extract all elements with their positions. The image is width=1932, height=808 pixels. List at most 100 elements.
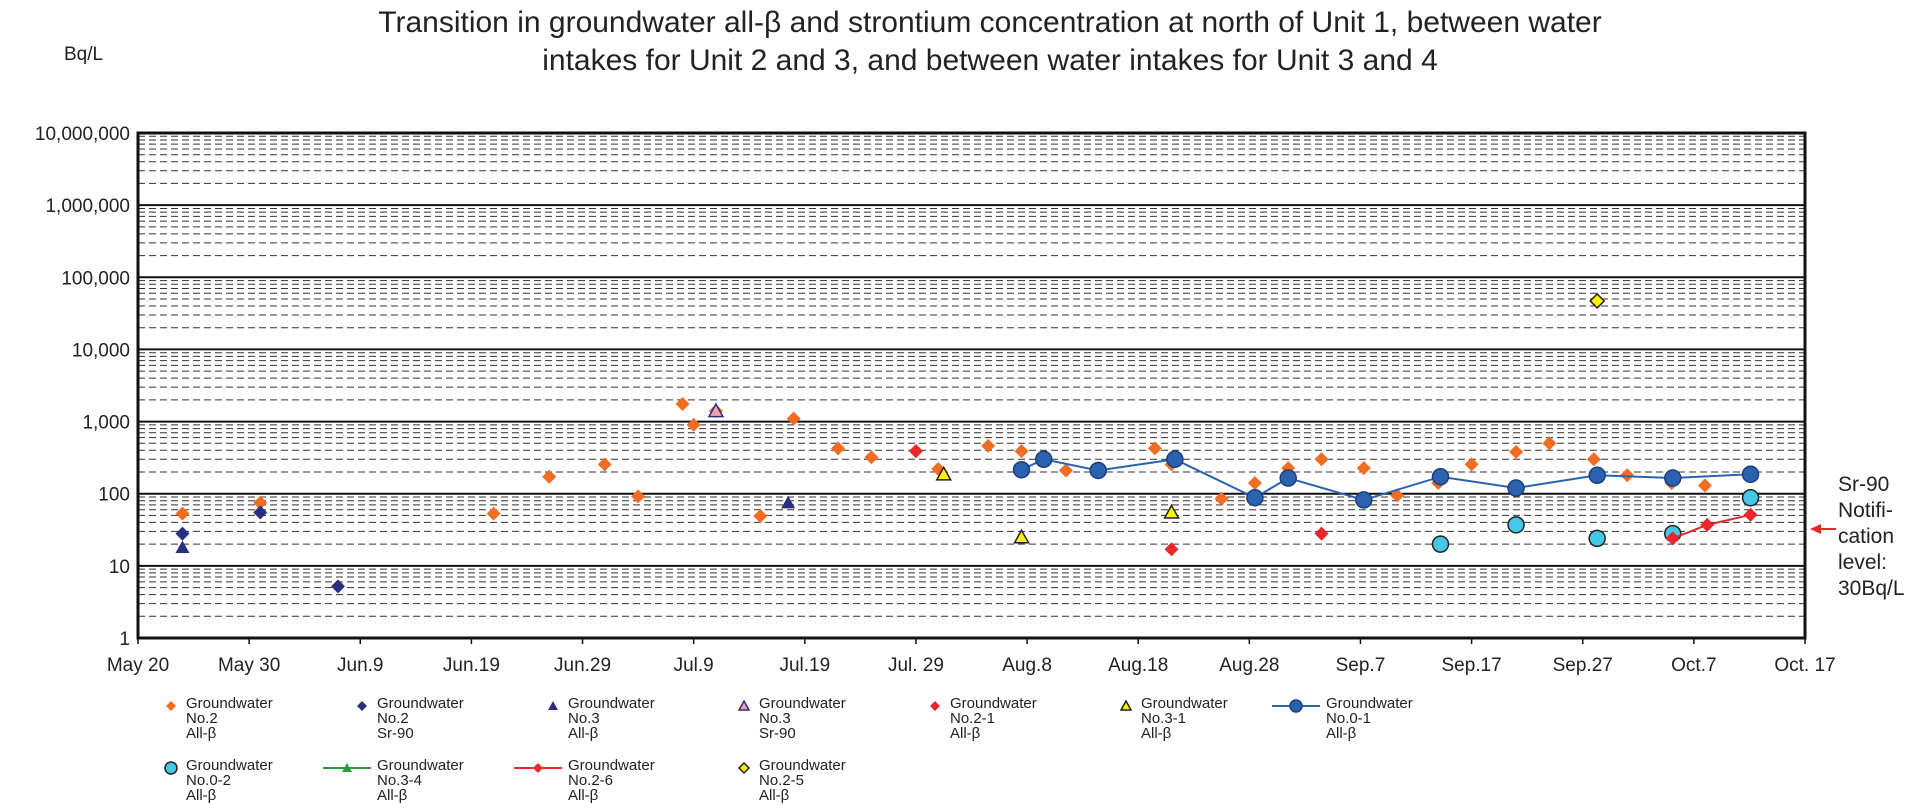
legend-marker	[737, 761, 751, 775]
data-point	[331, 579, 346, 594]
legend-swatch	[737, 761, 751, 775]
y-axis-label: Bq/L	[64, 44, 104, 65]
legend-swatch	[164, 761, 178, 775]
plot-frame	[136, 131, 1807, 640]
data-point	[597, 457, 612, 472]
x-tick-label: Sep.17	[1441, 655, 1501, 676]
legend-marker	[164, 761, 178, 775]
data-point	[175, 526, 190, 541]
data-point	[1014, 444, 1029, 459]
data-point	[1247, 475, 1262, 490]
x-tick-label: Jul. 29	[888, 655, 944, 676]
data-point	[1034, 450, 1053, 469]
legend-label: Groundwater No.2-5 All-β	[759, 758, 846, 803]
x-tick-label: May 30	[218, 655, 280, 676]
data-point	[675, 397, 690, 412]
legend-swatch	[323, 763, 371, 772]
legend-item: Groundwater No.3-4 All-β	[321, 758, 495, 803]
legend-marker	[1289, 699, 1303, 713]
data-point	[1741, 465, 1760, 484]
data-point	[707, 402, 725, 418]
legend-item: Groundwater No.0-1 All-β	[1270, 696, 1444, 741]
data-point	[542, 469, 557, 484]
y-tick-label: 1,000,000	[45, 196, 130, 217]
legend-swatch	[357, 701, 367, 711]
data-point	[753, 509, 768, 524]
data-point	[686, 417, 701, 432]
data-point	[1013, 528, 1030, 544]
y-tick-label: 1	[119, 629, 130, 650]
data-point	[864, 450, 879, 465]
data-point	[1697, 478, 1712, 493]
data-point	[1166, 450, 1184, 469]
data-point	[981, 438, 996, 453]
legend-label: Groundwater No.2 All-β	[186, 696, 273, 741]
data-point	[1214, 491, 1229, 506]
y-tick-label: 1,000	[82, 413, 130, 434]
legend-label: Groundwater No.3 All-β	[568, 696, 655, 741]
x-tick-label: Oct. 17	[1774, 655, 1835, 676]
legend-label: Groundwater No.3-1 All-β	[1141, 696, 1228, 741]
legend-swatch	[166, 701, 176, 711]
legend-swatch	[930, 701, 940, 711]
legend-marker	[548, 701, 558, 710]
legend-item: Groundwater No.2 All-β	[160, 696, 304, 741]
legend-label: Groundwater No.2-6 All-β	[568, 758, 655, 803]
data-point	[1542, 436, 1557, 451]
legend-swatch	[737, 699, 751, 711]
legend-label: Groundwater No.0-2 All-β	[186, 758, 273, 803]
y-tick-label: 100,000	[61, 268, 130, 289]
legend-label: Groundwater No.3-4 All-β	[377, 758, 464, 803]
legend-swatch	[1119, 699, 1133, 711]
x-tick-label: Aug.28	[1219, 655, 1279, 676]
data-point	[1620, 468, 1635, 483]
legend-marker	[166, 701, 176, 711]
data-point	[786, 411, 801, 426]
data-point	[1089, 461, 1107, 480]
annotation: Sr-90 Notifi- cation level: 30Bq/L	[1838, 473, 1905, 600]
legend-swatch	[514, 763, 562, 773]
x-tick-label: Aug.18	[1108, 655, 1168, 676]
data-point	[1507, 516, 1525, 534]
y-tick-label: 100	[98, 485, 130, 506]
legend-label: Groundwater No.2 Sr-90	[377, 696, 464, 741]
data-point	[1058, 463, 1073, 478]
legend-item: Groundwater No.0-2 All-β	[160, 758, 304, 803]
x-tick-label: Sep.7	[1336, 655, 1386, 676]
data-point	[1314, 526, 1329, 541]
data-point	[1464, 457, 1479, 472]
series-line	[1021, 458, 1751, 501]
x-tick-label: Aug.8	[1002, 655, 1052, 676]
legend-marker	[737, 699, 751, 711]
y-tick-label: 10,000,000	[35, 124, 130, 145]
y-tick-label: 10	[109, 557, 130, 578]
x-tick-label: Jul.19	[779, 655, 830, 676]
legend-marker	[357, 701, 367, 711]
data-point	[175, 540, 190, 554]
data-point	[1314, 452, 1329, 467]
data-point	[1507, 479, 1525, 497]
data-point	[253, 495, 268, 510]
data-point	[1355, 491, 1373, 509]
legend-item: Groundwater No.3-1 All-β	[1115, 696, 1259, 741]
data-point	[1741, 488, 1760, 507]
data-point	[1431, 535, 1450, 553]
data-point	[908, 444, 923, 459]
legend-item: Groundwater No.2-6 All-β	[512, 758, 686, 803]
data-point	[486, 506, 501, 521]
x-tick-label: Oct.7	[1671, 655, 1716, 676]
x-tick-label: Jul.9	[674, 655, 714, 676]
data-point	[1700, 517, 1715, 532]
chart-title: Transition in groundwater all-β and stro…	[378, 6, 1602, 77]
data-point	[1356, 461, 1371, 476]
legend-swatch	[548, 701, 558, 710]
legend-label: Groundwater No.3 Sr-90	[759, 696, 846, 741]
legend-marker	[533, 763, 543, 773]
data-point	[175, 506, 190, 521]
data-point	[935, 465, 952, 481]
annotation-arrowhead	[1810, 524, 1821, 534]
x-tick-label: Sep.27	[1553, 655, 1613, 676]
data-point	[1279, 469, 1297, 487]
